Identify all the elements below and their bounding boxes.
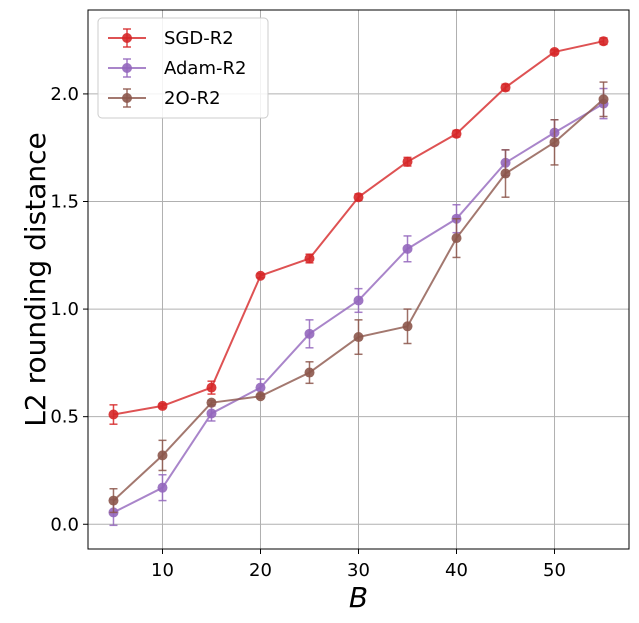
- series-2o-r2: [108, 81, 609, 514]
- x-axis-title: B: [349, 581, 368, 614]
- data-point: [255, 270, 266, 281]
- data-point: [157, 450, 168, 461]
- legend-marker: [122, 33, 132, 43]
- data-point: [255, 391, 266, 402]
- data-point: [402, 156, 413, 167]
- data-point: [402, 243, 413, 254]
- legend: SGD-R2 Adam-R2 2O-R2: [97, 17, 269, 119]
- series-adam-r2: [108, 87, 609, 527]
- series-sgd-r2: [108, 36, 609, 425]
- legend-label: SGD-R2: [164, 28, 234, 49]
- data-point: [500, 82, 511, 93]
- data-point: [598, 36, 609, 47]
- data-point: [108, 495, 119, 506]
- data-point: [353, 332, 364, 343]
- x-tick-label: 50: [543, 560, 566, 581]
- y-tick-label: 1.0: [50, 299, 79, 320]
- data-point: [157, 400, 168, 411]
- data-point: [402, 321, 413, 332]
- data-point: [304, 253, 315, 264]
- data-point: [500, 168, 511, 179]
- data-point: [353, 192, 364, 203]
- y-tick-label: 0.5: [50, 407, 79, 428]
- data-point: [549, 46, 560, 57]
- data-point: [598, 94, 609, 105]
- series-layer: [108, 36, 609, 527]
- data-point: [304, 367, 315, 378]
- data-point: [255, 382, 266, 393]
- legend-label: Adam-R2: [164, 58, 246, 79]
- x-tick-label: 30: [347, 560, 370, 581]
- data-point: [304, 328, 315, 339]
- y-tick-label: 1.5: [50, 192, 79, 213]
- legend-box: [97, 17, 269, 119]
- data-point: [206, 382, 217, 393]
- data-point: [206, 397, 217, 408]
- data-point: [353, 295, 364, 306]
- data-point: [549, 137, 560, 148]
- data-point: [206, 408, 217, 419]
- legend-label: 2O-R2: [164, 88, 221, 109]
- x-tick-label: 20: [249, 560, 272, 581]
- data-point: [451, 128, 462, 139]
- legend-marker: [122, 63, 132, 73]
- legend-item-2o-r2: 2O-R2: [108, 88, 221, 109]
- legend-item-sgd-r2: SGD-R2: [108, 28, 234, 49]
- y-tick-label: 0.0: [50, 514, 79, 535]
- legend-item-adam-r2: Adam-R2: [108, 58, 246, 79]
- x-tick-label: 40: [445, 560, 468, 581]
- data-point: [108, 409, 119, 420]
- x-tick-label: 10: [151, 560, 174, 581]
- y-axis-title: L2 rounding distance: [19, 132, 52, 426]
- y-tick-label: 2.0: [50, 84, 79, 105]
- ticks: 10 20 30 40 50 0.0 0.5 1.0 1.5 2.0: [50, 84, 566, 581]
- data-point: [451, 233, 462, 244]
- legend-marker: [122, 93, 132, 103]
- data-point: [157, 482, 168, 493]
